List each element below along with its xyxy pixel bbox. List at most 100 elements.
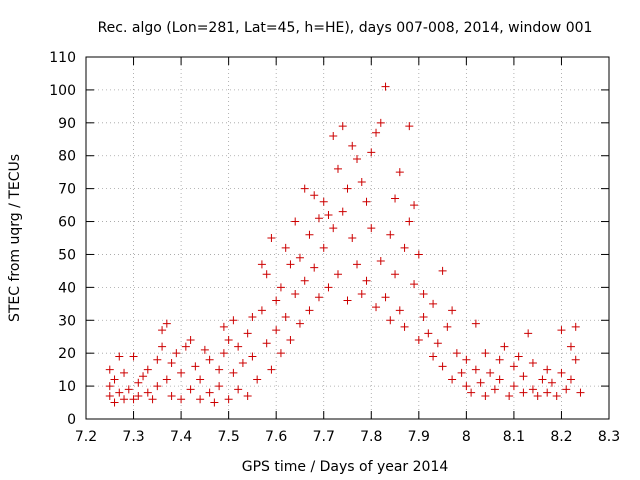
data-point — [566, 342, 575, 351]
y-tick-label: 0 — [67, 412, 76, 428]
data-point — [305, 230, 314, 239]
y-tick-label: 50 — [58, 247, 76, 263]
data-point — [557, 368, 566, 377]
data-point — [267, 234, 276, 242]
data-point — [400, 243, 409, 252]
data-point — [267, 365, 276, 374]
x-tick-label: 7.4 — [170, 429, 192, 445]
data-point — [514, 352, 523, 361]
x-axis-ticks: 7.2 7.3 7.4 7.5 7.6 7.7 7.8 7.9 8 8.1 8.2 8.3 — [75, 57, 620, 445]
data-point — [291, 289, 300, 298]
data-point — [481, 349, 490, 358]
data-point — [276, 349, 285, 358]
data-point — [257, 260, 266, 269]
data-point — [448, 306, 457, 315]
data-point — [348, 234, 357, 242]
data-point — [200, 345, 209, 354]
x-tick-label: 7.7 — [313, 429, 335, 445]
data-point — [500, 342, 509, 351]
y-tick-label: 30 — [58, 313, 76, 329]
data-point — [229, 368, 238, 377]
x-tick-label: 8.2 — [550, 429, 572, 445]
data-point — [143, 388, 152, 397]
data-point — [348, 141, 357, 150]
data-point — [272, 296, 281, 305]
data-point — [120, 395, 129, 404]
data-point — [295, 253, 304, 262]
data-point — [148, 395, 157, 404]
x-tick-label: 8 — [462, 429, 471, 445]
data-point — [319, 243, 328, 252]
data-point — [481, 391, 490, 400]
data-point — [443, 322, 452, 331]
x-tick-label: 7.9 — [408, 429, 430, 445]
data-point — [343, 296, 352, 305]
data-point — [224, 395, 233, 404]
data-point — [391, 270, 400, 279]
data-point — [543, 365, 552, 374]
data-point — [538, 375, 547, 384]
data-point — [519, 372, 528, 381]
data-point — [367, 224, 376, 233]
data-point — [519, 388, 528, 397]
data-point — [324, 210, 333, 219]
data-point — [571, 322, 580, 331]
data-point — [438, 362, 447, 371]
data-point — [410, 201, 419, 210]
data-point — [281, 243, 290, 252]
data-point — [462, 382, 471, 391]
data-point — [528, 359, 537, 368]
data-point — [372, 303, 381, 312]
data-point — [533, 391, 542, 400]
data-point — [224, 336, 233, 345]
data-point — [143, 365, 152, 374]
y-tick-label: 10 — [58, 379, 76, 395]
data-point — [376, 118, 385, 127]
data-point — [234, 342, 243, 351]
data-point — [438, 266, 447, 275]
data-point — [381, 82, 390, 91]
data-point — [105, 365, 114, 374]
data-point — [376, 257, 385, 266]
data-point — [262, 270, 271, 279]
data-point — [543, 388, 552, 397]
data-point — [505, 391, 514, 400]
data-point — [314, 293, 323, 302]
data-point — [486, 368, 495, 377]
data-point — [314, 214, 323, 223]
data-point — [310, 191, 319, 200]
data-point — [172, 349, 181, 358]
data-point — [424, 329, 433, 338]
data-point — [405, 217, 414, 226]
data-point — [167, 391, 176, 400]
data-point — [243, 391, 252, 400]
data-point — [395, 168, 404, 177]
data-point — [372, 128, 381, 137]
data-point — [557, 326, 566, 335]
data-point — [433, 339, 442, 348]
data-point — [234, 385, 243, 394]
data-point — [571, 355, 580, 364]
data-point — [210, 398, 219, 407]
data-point — [129, 352, 138, 361]
data-point — [310, 263, 319, 272]
data-point — [471, 365, 480, 374]
data-point — [196, 375, 205, 384]
data-point — [276, 283, 285, 292]
data-point — [319, 197, 328, 206]
grid-lines — [86, 57, 609, 419]
data-point — [291, 217, 300, 226]
y-tick-label: 100 — [49, 83, 76, 99]
data-point — [381, 293, 390, 302]
data-point — [338, 122, 347, 131]
y-tick-label: 60 — [58, 215, 76, 231]
data-point — [295, 319, 304, 328]
data-point — [357, 289, 366, 298]
data-point — [162, 375, 171, 384]
data-point — [205, 388, 214, 397]
data-point — [167, 359, 176, 368]
data-point — [329, 131, 338, 140]
data-point — [353, 260, 362, 269]
data-point — [215, 382, 224, 391]
